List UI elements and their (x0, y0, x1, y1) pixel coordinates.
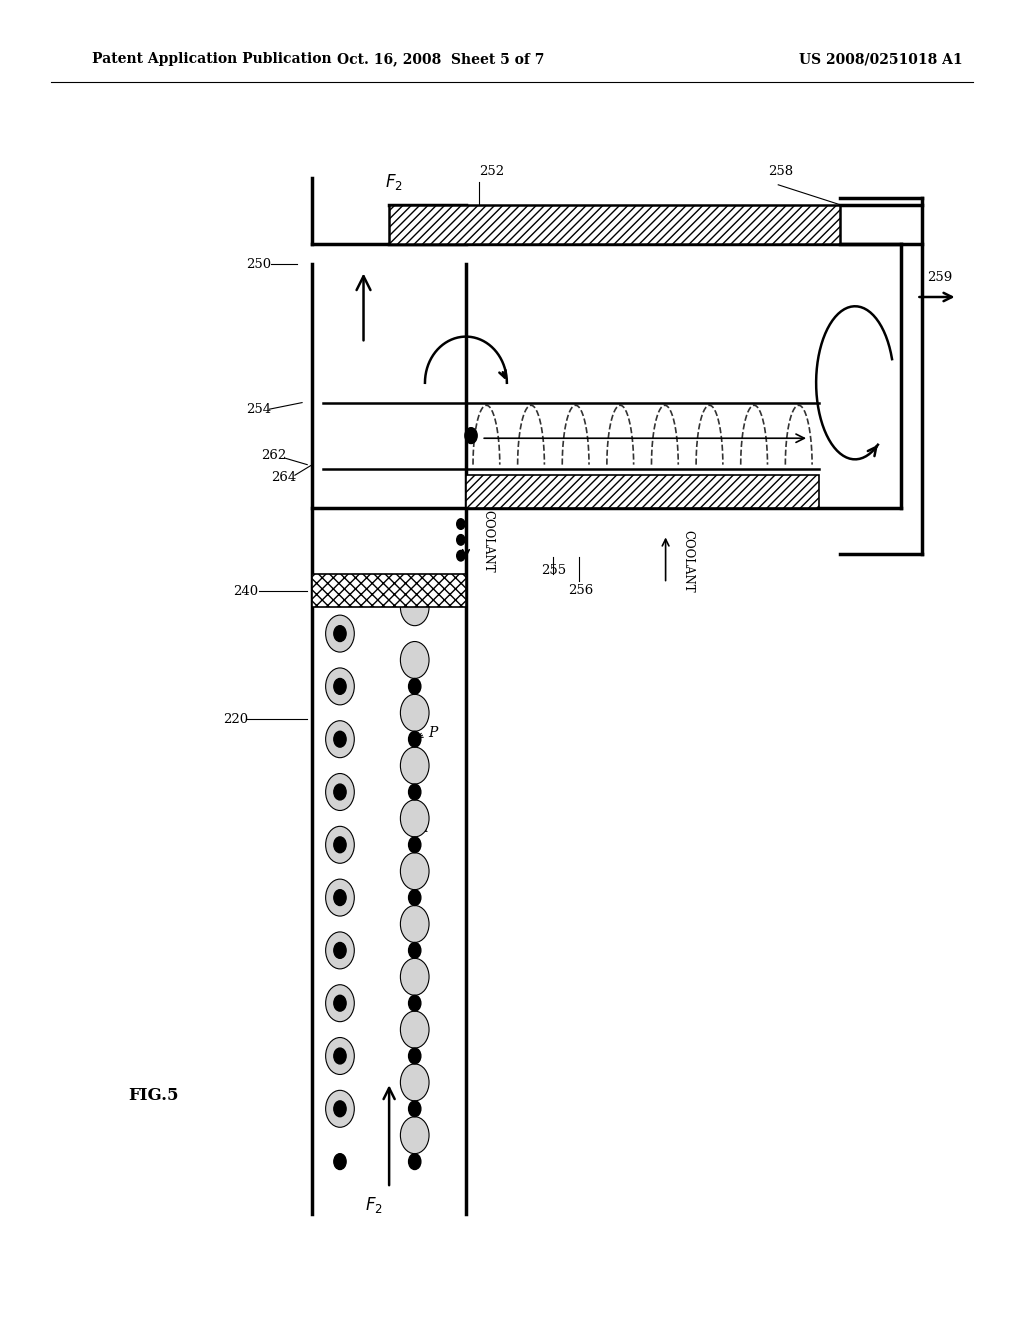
Text: 256: 256 (568, 583, 594, 597)
Text: Patent Application Publication: Patent Application Publication (92, 53, 332, 66)
Circle shape (400, 747, 429, 784)
Circle shape (334, 1048, 346, 1064)
Circle shape (400, 800, 429, 837)
Circle shape (409, 784, 421, 800)
Text: 255: 255 (541, 564, 566, 577)
Circle shape (400, 906, 429, 942)
Circle shape (457, 550, 465, 561)
Circle shape (409, 678, 421, 694)
Text: 220: 220 (223, 713, 249, 726)
Text: US 2008/0251018 A1: US 2008/0251018 A1 (799, 53, 963, 66)
Circle shape (334, 995, 346, 1011)
Text: 258: 258 (768, 165, 794, 178)
Circle shape (400, 1117, 429, 1154)
Circle shape (334, 1101, 346, 1117)
Text: 254: 254 (246, 403, 271, 416)
Text: $F_2$: $F_2$ (385, 172, 403, 193)
Bar (389, 205, 840, 244)
Circle shape (326, 932, 354, 969)
Circle shape (409, 1154, 421, 1170)
Bar (466, 475, 819, 508)
Circle shape (400, 958, 429, 995)
Text: $F_2$: $F_2$ (365, 1195, 383, 1214)
Circle shape (457, 519, 465, 529)
Circle shape (400, 694, 429, 731)
Text: 262: 262 (261, 449, 287, 462)
Circle shape (326, 879, 354, 916)
Bar (312, 574, 466, 607)
Text: COOLANT: COOLANT (681, 529, 694, 593)
Circle shape (326, 774, 354, 810)
Circle shape (334, 837, 346, 853)
Text: 252: 252 (479, 165, 505, 178)
Text: 259: 259 (927, 271, 952, 284)
Circle shape (409, 1101, 421, 1117)
Text: COOLANT: COOLANT (481, 510, 495, 573)
Circle shape (409, 1048, 421, 1064)
Circle shape (465, 428, 477, 444)
Circle shape (334, 626, 346, 642)
Circle shape (334, 942, 346, 958)
Text: 250: 250 (246, 257, 271, 271)
Circle shape (400, 589, 429, 626)
Circle shape (326, 668, 354, 705)
Text: 240: 240 (233, 585, 259, 598)
Circle shape (409, 890, 421, 906)
Circle shape (334, 784, 346, 800)
Circle shape (326, 721, 354, 758)
Circle shape (334, 890, 346, 906)
Circle shape (326, 1090, 354, 1127)
Circle shape (400, 1064, 429, 1101)
Circle shape (326, 1038, 354, 1074)
Circle shape (400, 853, 429, 890)
Text: q: q (420, 818, 429, 832)
Circle shape (409, 837, 421, 853)
Circle shape (326, 615, 354, 652)
Text: P: P (428, 726, 437, 739)
Text: Oct. 16, 2008  Sheet 5 of 7: Oct. 16, 2008 Sheet 5 of 7 (337, 53, 544, 66)
Circle shape (400, 642, 429, 678)
Circle shape (409, 731, 421, 747)
Circle shape (326, 985, 354, 1022)
Circle shape (409, 942, 421, 958)
Circle shape (326, 826, 354, 863)
Circle shape (400, 1011, 429, 1048)
Text: 264: 264 (271, 471, 297, 484)
Circle shape (334, 678, 346, 694)
Text: FIG.5: FIG.5 (128, 1088, 178, 1104)
Circle shape (409, 995, 421, 1011)
Circle shape (334, 731, 346, 747)
Circle shape (334, 1154, 346, 1170)
Circle shape (457, 535, 465, 545)
